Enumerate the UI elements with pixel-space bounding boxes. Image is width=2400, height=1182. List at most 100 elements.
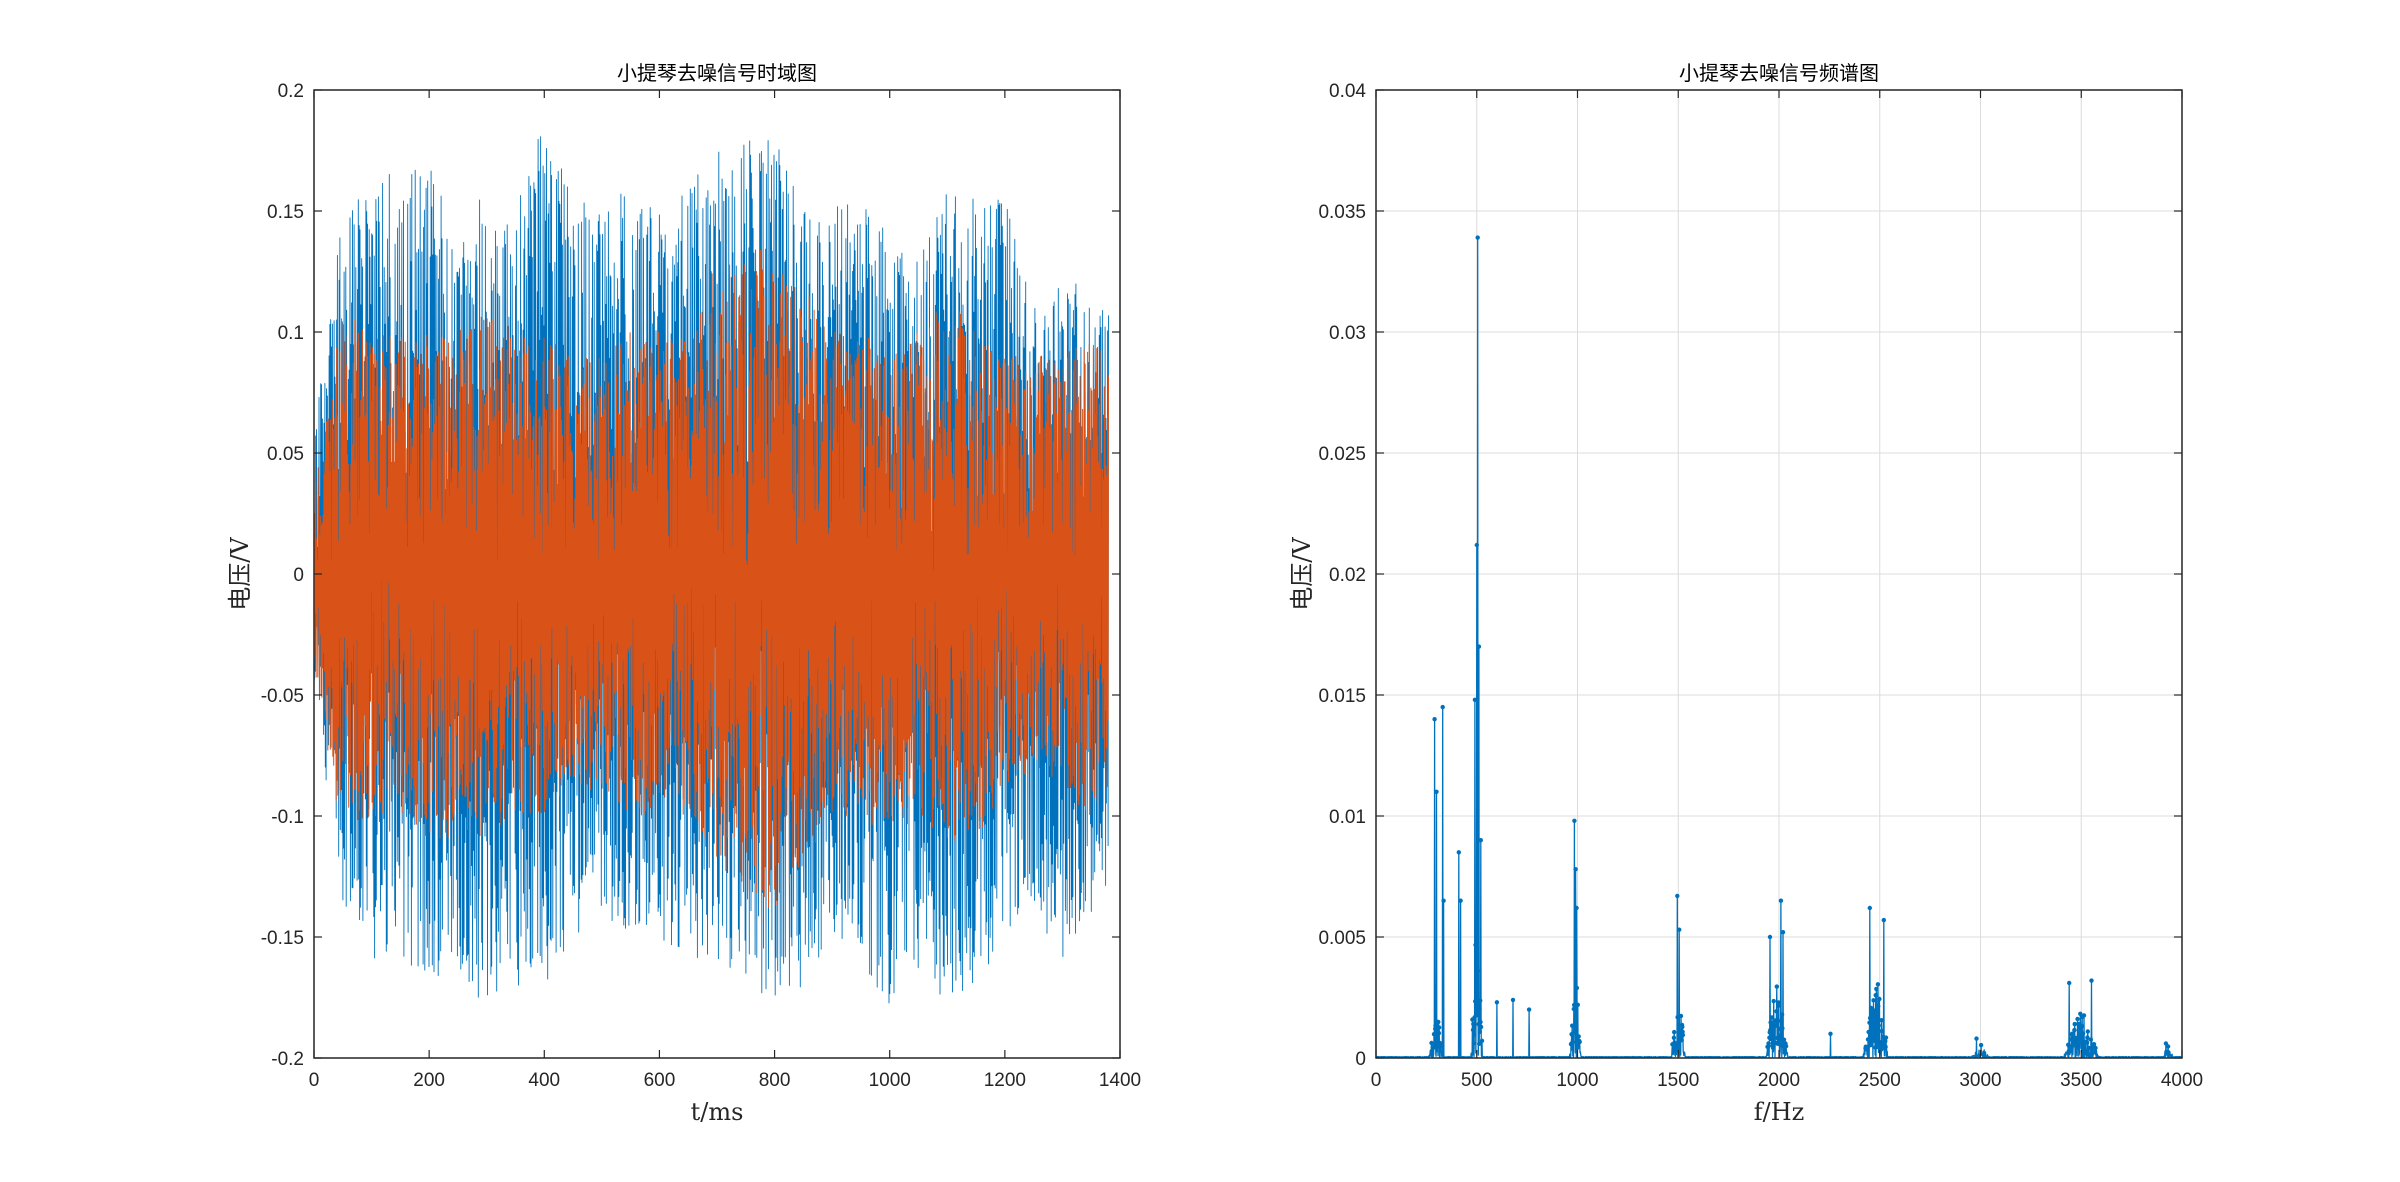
spectrum-point bbox=[2070, 1034, 2075, 1040]
spectrum-point bbox=[1828, 1031, 1833, 1037]
x-tick-label: 1000 bbox=[869, 1070, 911, 1091]
spectrum-point bbox=[2072, 1027, 2077, 1033]
spectrum-point bbox=[1472, 1032, 1477, 1037]
spectrum-point bbox=[1863, 1044, 1869, 1049]
spectrum-point bbox=[1479, 1038, 1485, 1044]
spectrum-point bbox=[2081, 1013, 2087, 1018]
denoised-signal-line bbox=[313, 240, 1109, 908]
x-tick-label: 400 bbox=[528, 1070, 560, 1091]
spectrum-point bbox=[1875, 1033, 1880, 1038]
x-tick-label: 1200 bbox=[984, 1070, 1026, 1091]
spectrum-point bbox=[1474, 542, 1480, 548]
spectrum-point bbox=[1883, 1039, 1888, 1044]
spectrum-point bbox=[1874, 986, 1879, 992]
x-tick-label: 1000 bbox=[1556, 1070, 1598, 1091]
y-tick-label: 0.02 bbox=[1329, 565, 1366, 586]
spectrum-point bbox=[1475, 235, 1480, 240]
spectrum-point bbox=[1978, 1042, 1984, 1048]
spectrum-point bbox=[1474, 962, 1479, 967]
spectrum-point bbox=[1572, 818, 1577, 823]
spectrum-point bbox=[1779, 1034, 1784, 1040]
x-tick-label: 600 bbox=[644, 1070, 676, 1091]
spectrum-point bbox=[1675, 893, 1680, 899]
y-tick-label: 0.035 bbox=[1318, 202, 1366, 223]
spectrum-point bbox=[2089, 978, 2094, 983]
spectrum-point bbox=[1477, 1006, 1482, 1011]
spectrum-point bbox=[1576, 1044, 1581, 1050]
spectrum-point bbox=[1776, 1003, 1781, 1008]
y-tick-label: 0 bbox=[293, 565, 304, 586]
spectrum-point bbox=[1865, 1037, 1871, 1042]
spectrum-point bbox=[2085, 1035, 2090, 1040]
spectrum-point bbox=[1871, 1029, 1877, 1034]
spectrum-point bbox=[1477, 1041, 1482, 1047]
spectrum-point bbox=[1477, 1029, 1483, 1035]
y-tick-label: 0.005 bbox=[1318, 928, 1366, 949]
spectrum-point bbox=[1473, 999, 1478, 1004]
spectrum-point bbox=[1672, 1029, 1677, 1035]
spectrum-point bbox=[1475, 1012, 1480, 1018]
spectrum-point bbox=[1577, 1039, 1582, 1045]
spectrum-point bbox=[1438, 1044, 1444, 1049]
y-tick-label: 0.1 bbox=[278, 323, 304, 344]
time-plot-ylabel: 电压/V bbox=[226, 537, 254, 611]
spectrum-point bbox=[1678, 1013, 1684, 1019]
spectrum-plot: 0 500 1000 1500 2000 2500 3000 3500 4000 0 0.005 0.… bbox=[1288, 61, 2203, 1126]
spectrum-point bbox=[1475, 968, 1481, 973]
spectrum-point bbox=[2075, 1016, 2080, 1022]
spectrum-point bbox=[1876, 1023, 1882, 1028]
spectrum-point bbox=[1478, 1019, 1483, 1025]
spectrum-point bbox=[1573, 867, 1578, 872]
spectrum-point bbox=[1575, 1002, 1581, 1007]
time-signal-traces bbox=[313, 136, 1109, 1004]
spectrum-point bbox=[1780, 930, 1786, 935]
spectrum-point bbox=[1472, 697, 1478, 702]
spectrum-point bbox=[1974, 1036, 1979, 1041]
spectrum-point bbox=[1574, 985, 1580, 991]
spectrum-point bbox=[1766, 1043, 1772, 1049]
spectrum-point bbox=[1470, 1027, 1476, 1033]
time-plot-title: 小提琴去噪信号时域图 bbox=[617, 61, 817, 85]
time-plot-ticks: 0 200 400 600 800 1000 1200 1400 -0.2 -0.15 -0.1 -0… bbox=[261, 81, 1141, 1091]
spectrum-point bbox=[1770, 1035, 1776, 1040]
spectrum-point bbox=[1680, 1032, 1686, 1038]
spectrum-point bbox=[1436, 1030, 1442, 1036]
spectrum-point bbox=[1883, 1035, 1889, 1040]
spectrum-point bbox=[1778, 898, 1784, 903]
spectrum-point bbox=[1768, 1027, 1773, 1033]
x-tick-label: 4000 bbox=[2161, 1070, 2203, 1091]
spectrum-point bbox=[1871, 1018, 1876, 1023]
spectrum-point bbox=[1572, 1023, 1577, 1029]
spectrum-point bbox=[1871, 998, 1876, 1003]
spectrum-point bbox=[1571, 1006, 1577, 1012]
spectrum-point bbox=[1774, 984, 1780, 989]
y-tick-label: -0.1 bbox=[271, 807, 304, 828]
spectrum-point bbox=[1771, 998, 1776, 1004]
spectrum-plot-xlabel: f/Hz bbox=[1754, 1098, 1805, 1126]
spectrum-point bbox=[2072, 1021, 2077, 1027]
spectrum-point bbox=[1779, 1012, 1785, 1017]
spectrum-point bbox=[2079, 1023, 2085, 1029]
y-tick-label: 0.015 bbox=[1318, 686, 1366, 707]
spectrum-point bbox=[1473, 942, 1478, 948]
spectrum-point bbox=[1677, 927, 1682, 932]
spectrum-point bbox=[1574, 905, 1579, 911]
spectrum-point bbox=[2067, 1044, 2072, 1050]
x-tick-label: 800 bbox=[759, 1070, 791, 1091]
spectrum-point bbox=[1478, 1024, 1484, 1030]
spectrum-point bbox=[2076, 1021, 2081, 1027]
spectrum-point bbox=[1872, 1038, 1877, 1043]
spectrum-point bbox=[1767, 934, 1773, 940]
spectrum-point bbox=[1478, 838, 1484, 843]
x-tick-label: 2000 bbox=[1758, 1070, 1800, 1091]
y-tick-label: 0.2 bbox=[278, 81, 304, 102]
spectrum-point bbox=[1471, 1041, 1476, 1046]
spectrum-point bbox=[1769, 1015, 1775, 1020]
time-plot-xlabel: t/ms bbox=[691, 1098, 744, 1126]
x-tick-label: 200 bbox=[413, 1070, 445, 1091]
spectrum-point bbox=[1679, 1038, 1684, 1043]
spectrum-point bbox=[1436, 1019, 1441, 1025]
spectrum-point bbox=[1671, 1035, 1677, 1041]
spectrum-point bbox=[1875, 982, 1881, 987]
spectrum-point bbox=[1437, 1025, 1442, 1030]
